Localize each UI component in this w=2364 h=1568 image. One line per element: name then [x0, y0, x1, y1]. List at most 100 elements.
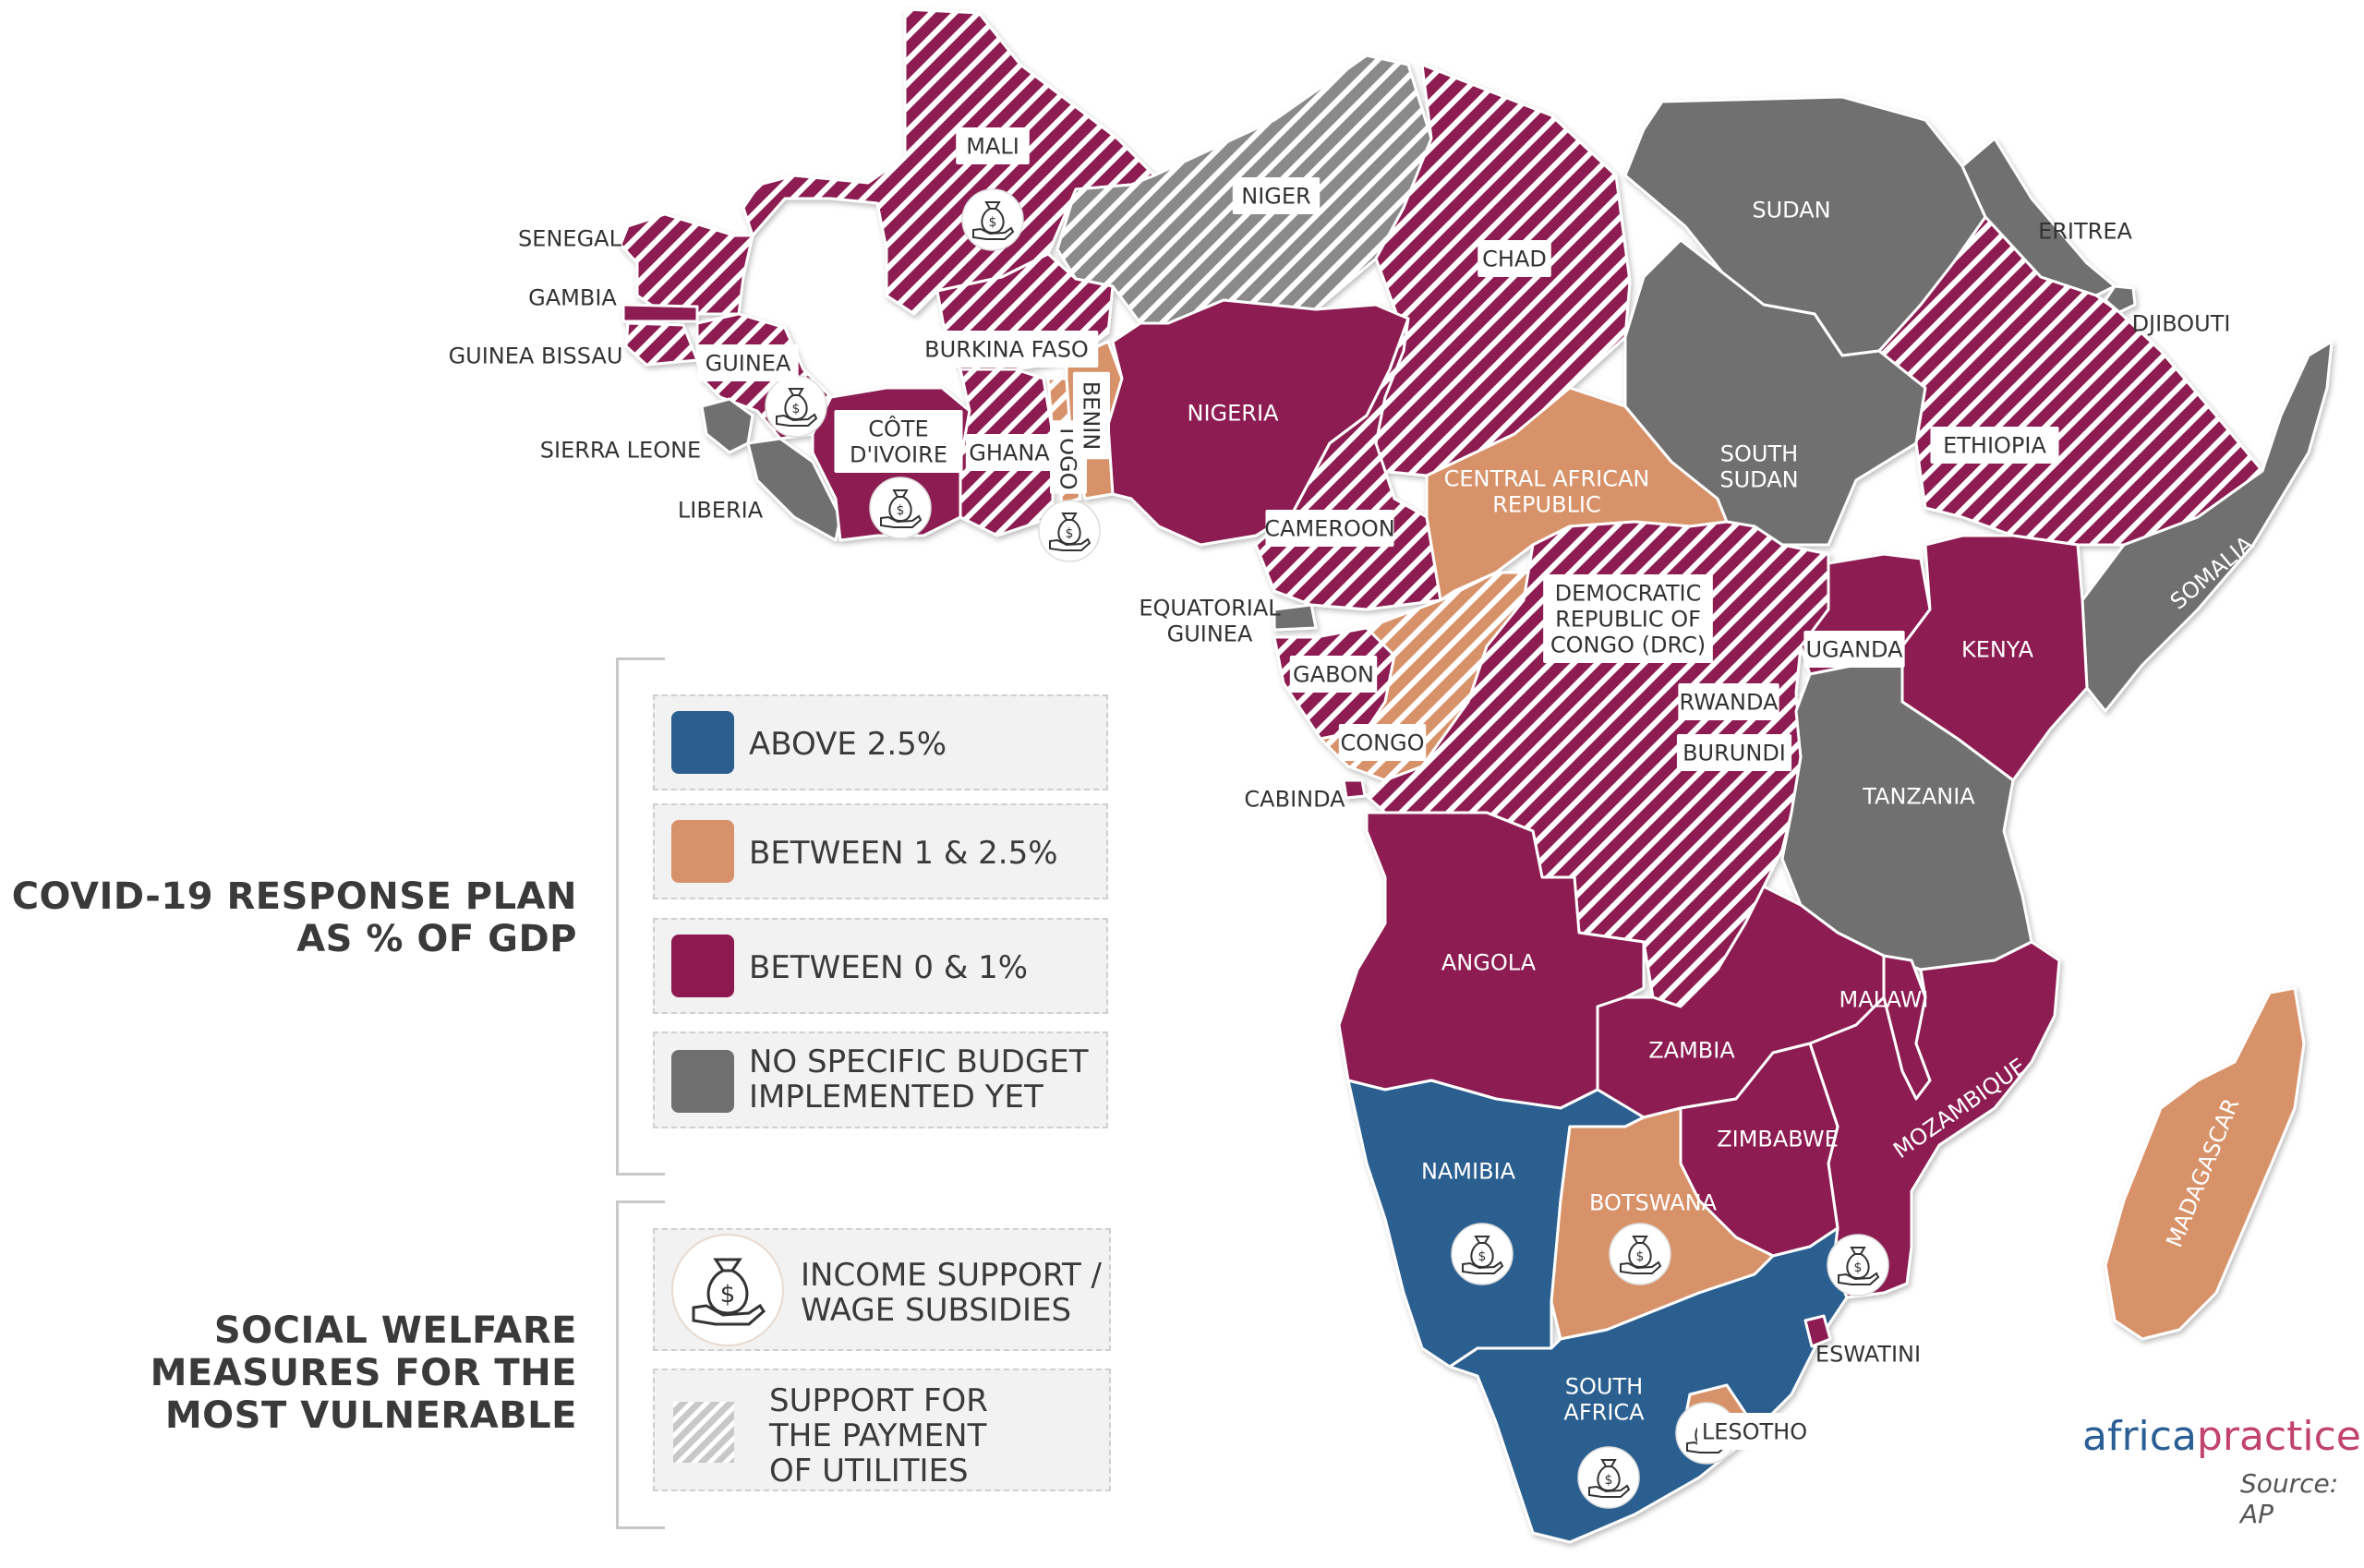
country-label-text: GUINEA: [1167, 621, 1253, 646]
country-label-text: MALAWI: [1839, 986, 1929, 1012]
country-label-text: LIBERIA: [678, 497, 764, 523]
legend-label-line: THE PAYMENT: [769, 1417, 987, 1454]
country-somalia: [2081, 340, 2334, 713]
legend-label-line: OF UTILITIES: [769, 1453, 969, 1490]
label-zimbabwe: ZIMBABWE: [1717, 1126, 1839, 1152]
legend-title-line: MOST VULNERABLE: [164, 1394, 577, 1437]
label-mali: MALI: [956, 127, 1030, 164]
country-senegal: [619, 212, 754, 316]
label-sierra-leone: SIERRA LEONE: [540, 437, 701, 463]
country-label-text: ANGOLA: [1441, 949, 1537, 975]
label-botswana: BOTSWANA: [1589, 1189, 1718, 1215]
country-label-text: TANZANIA: [1862, 783, 1975, 809]
legend-item-income-support: $ INCOME SUPPORT / WAGE SUBSIDIES: [653, 1228, 1111, 1351]
legend-title-line: SOCIAL WELFARE: [213, 1309, 577, 1352]
swatch-between-0: [671, 935, 734, 997]
legend-title-line: AS % OF GDP: [296, 918, 577, 960]
legend-title-response-plan: COVID-19 RESPONSE PLAN AS % OF GDP: [12, 875, 577, 960]
country-label-text: BENIN: [1079, 381, 1104, 451]
label-angola: ANGOLA: [1441, 949, 1537, 975]
brand-mark: ©: [2361, 1415, 2364, 1441]
label-zambia: ZAMBIA: [1648, 1037, 1735, 1063]
money-bag-hand-icon: [765, 375, 827, 438]
label-box: [1696, 1413, 1813, 1450]
label-nigeria: NIGERIA: [1188, 400, 1280, 426]
label-gabon: GABON: [1289, 656, 1378, 693]
label-box: [1543, 574, 1713, 663]
swatch-above: [671, 711, 734, 774]
country-gambia: [621, 303, 699, 323]
country-label-text: CAMEROON: [1264, 515, 1394, 541]
label-box: [1930, 427, 2059, 464]
brand-part2: practice: [2196, 1413, 2361, 1460]
country-label-text: ZAMBIA: [1648, 1037, 1735, 1063]
label-box: [1338, 724, 1427, 761]
label-burundi: BURUNDI: [1676, 734, 1792, 771]
label-burkina-faso: BURKINA FASO: [914, 331, 1099, 368]
label-box: [1478, 240, 1551, 277]
money-bag-hand-icon: [961, 188, 1024, 251]
country-label-text: SOUTH: [1565, 1373, 1643, 1399]
country-label-text: SUDAN: [1719, 466, 1798, 492]
label-lesotho: LESOTHO: [1696, 1413, 1813, 1450]
money-bag-hand-icon: [1609, 1223, 1671, 1285]
brand-part1: africa: [2082, 1413, 2197, 1460]
country-label-text: GUINEA BISSAU: [449, 343, 623, 368]
label-namibia: NAMIBIA: [1421, 1158, 1516, 1184]
country-label-text: BURUNDI: [1683, 740, 1786, 766]
label-gambia: GAMBIA: [528, 284, 617, 310]
swatch-none: [671, 1050, 734, 1113]
label-box: [1232, 177, 1321, 214]
country-cabinda: [1342, 778, 1367, 800]
country-label-text: ESWATINI: [1815, 1341, 1921, 1367]
legend-item-above: ABOVE 2.5%: [653, 694, 1108, 790]
label-box: [1678, 683, 1779, 720]
label-box: [1073, 371, 1110, 460]
legend-title-line: MEASURES FOR THE: [150, 1352, 577, 1394]
country-label-text: KENYA: [1961, 636, 2034, 662]
country-label-text: SIERRA LEONE: [540, 437, 701, 463]
source-note: Source: AP: [2240, 1468, 2339, 1529]
country-label-text: SOUTH: [1720, 440, 1798, 466]
label-box: [956, 127, 1030, 164]
country-label-text: UGANDA: [1805, 636, 1903, 662]
legend-bracket-bottom: [616, 1200, 665, 1529]
label-ethiopia: ETHIOPIA: [1930, 427, 2059, 464]
money-bag-hand-icon: $: [671, 1234, 784, 1346]
money-bag-hand-icon: [1577, 1446, 1640, 1509]
country-label-text: CÔTE: [868, 414, 928, 441]
country-label-text: LESOTHO: [1702, 1418, 1807, 1444]
legend-label-line: NO SPECIFIC BUDGET: [749, 1043, 1089, 1080]
label-niger: NIGER: [1232, 177, 1321, 214]
country-label-text: GAMBIA: [528, 284, 617, 310]
country-label-text: CABINDA: [1244, 786, 1345, 812]
country-label-text: REPUBLIC OF: [1555, 606, 1701, 632]
label-cameroon: CAMEROON: [1264, 510, 1395, 547]
label-cabinda: CABINDA: [1244, 786, 1345, 812]
country-label-text: REPUBLIC: [1492, 491, 1601, 517]
legend-item-no-budget: NO SPECIFIC BUDGET IMPLEMENTED YET: [653, 1031, 1108, 1128]
country-madagascar: [2104, 986, 2306, 1341]
country-label-text: GABON: [1293, 661, 1374, 687]
money-bag-hand-icon: [1038, 500, 1101, 562]
label-chad: CHAD: [1478, 240, 1551, 277]
legend-title-welfare: SOCIAL WELFARE MEASURES FOR THE MOST VUL…: [151, 1309, 577, 1437]
country-label-text: AFRICA: [1563, 1399, 1645, 1425]
country-label-text: SENEGAL: [518, 225, 622, 251]
label-box: [1265, 510, 1394, 547]
country-label-text: NIGER: [1241, 183, 1310, 209]
country-label-text: EQUATORIAL: [1139, 595, 1281, 621]
label-senegal: SENEGAL: [518, 225, 622, 251]
country-label-text: RWANDA: [1680, 689, 1779, 715]
money-bag-hand-icon: [1451, 1223, 1514, 1285]
country-label-text: BURKINA FASO: [924, 336, 1089, 362]
country-label-text: CHAD: [1482, 246, 1547, 271]
country-label-text: CONGO (DRC): [1550, 632, 1706, 657]
label-box: [914, 331, 1099, 368]
